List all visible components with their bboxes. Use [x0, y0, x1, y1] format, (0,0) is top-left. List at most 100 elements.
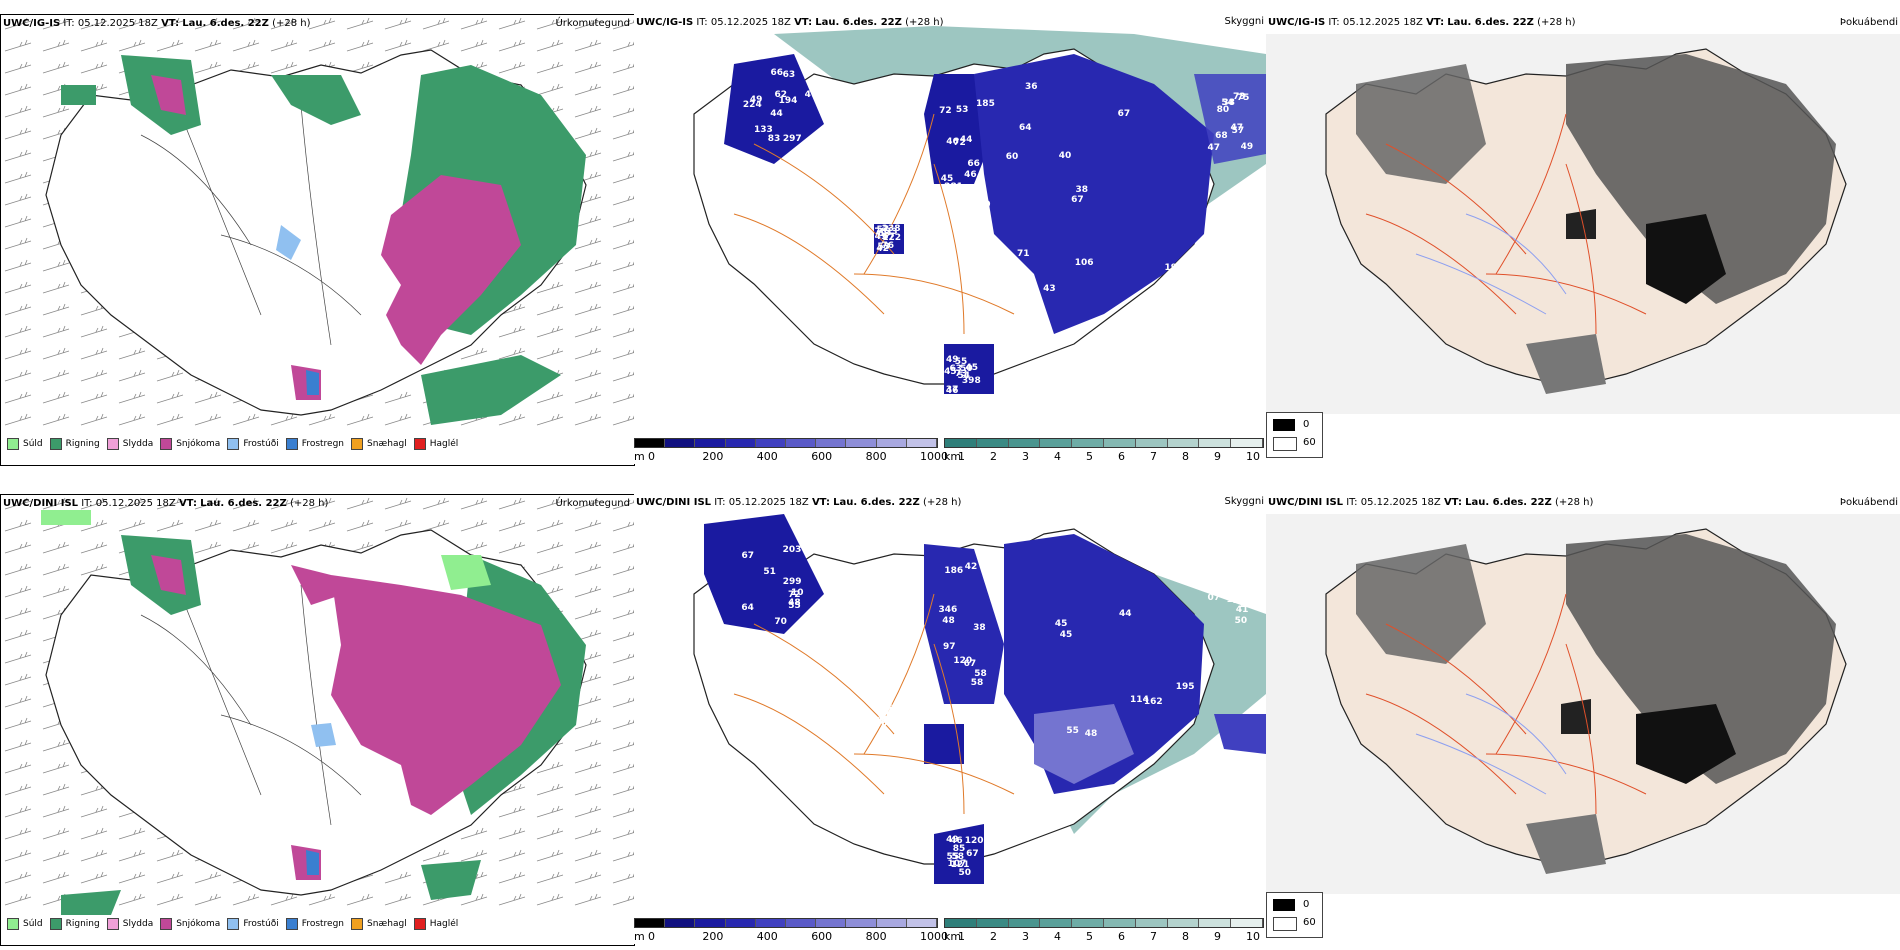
visibility-value-label: 205: [874, 719, 894, 730]
visibility-value-label: 45: [1059, 630, 1073, 641]
vt-label: VT:: [1443, 497, 1462, 508]
legend-item-slydda: Slydda: [106, 918, 154, 930]
legend-item-snjókoma: Snjókoma: [160, 918, 220, 930]
visibility-value-label: 71: [881, 716, 894, 727]
colorbar-tick: 10: [1246, 930, 1260, 943]
model-label: UWC/DINI ISL: [3, 498, 79, 509]
legend-label: Frostregn: [301, 919, 345, 929]
legend-swatch: [351, 918, 364, 930]
colorbar-tick: 10: [1246, 450, 1260, 463]
visibility-m-colorbar-top: [634, 438, 938, 448]
it-label: IT:: [1328, 17, 1340, 28]
legend-swatch: [49, 438, 62, 450]
colorbar-segment: [906, 919, 938, 927]
visibility-value-label: 46: [950, 835, 963, 846]
precip-legend-bottom: Súld Rigning Slydda Snjókoma Frostúði Frostre…: [7, 918, 465, 930]
model-label: UWC/IG-IS: [3, 18, 61, 29]
visibility-value-label: 63: [782, 70, 796, 81]
visibility-value-label: 38: [973, 623, 986, 634]
lead-time: (+28 h): [272, 18, 311, 29]
vt-value: Lau. 6.des. 22Z: [815, 17, 902, 28]
visibility-value-label: 66: [967, 158, 980, 169]
visibility-value-label: 58: [951, 852, 964, 863]
model-label: UWC/DINI ISL: [1268, 497, 1344, 508]
visibility-value-label: 47: [1230, 122, 1244, 133]
colorbar-segment: [945, 919, 977, 927]
visibility-value-label: 10: [791, 587, 804, 598]
visibility-value-label: 50: [1234, 616, 1248, 627]
visibility-value-label: 60: [1005, 152, 1019, 163]
visibility-value-label: 45: [940, 174, 954, 185]
visibility-value-label: 224: [742, 99, 762, 110]
legend-label: Snjókoma: [176, 439, 221, 449]
visibility-value-label: 47: [804, 89, 818, 100]
colorbar-unit: km: [944, 930, 962, 943]
colorbar-segment: [1135, 919, 1168, 927]
visibility-value-label: 49: [945, 354, 959, 365]
visibility-value-label: 55: [954, 357, 968, 368]
fog-scale-bottom-label: 60: [1303, 917, 1316, 928]
colorbar-unit: m: [634, 930, 645, 943]
visibility-value-label: 48: [942, 616, 955, 627]
vt-value: Lau. 6.des. 22Z: [833, 497, 920, 508]
visibility-value-label: 51: [1234, 590, 1247, 601]
visibility-value-label: 54: [957, 371, 970, 382]
legend-label: Slydda: [122, 919, 154, 929]
lead-time: (+28 h): [905, 17, 944, 28]
visibility-value-label: 183: [887, 706, 906, 717]
visibility-value-label: 281: [944, 181, 963, 192]
colorbar-segment: [755, 919, 787, 927]
visibility-value-label: 106: [1074, 258, 1094, 269]
colorbar-tick: 8: [1182, 930, 1189, 943]
model-label: UWC/IG-IS: [636, 17, 694, 28]
visibility-km-colorbar-top: [944, 438, 1264, 448]
it-label: IT:: [714, 497, 726, 508]
colorbar-tick: 600: [811, 930, 833, 943]
visibility-value-label: 208: [1239, 600, 1259, 611]
colorbar-tick: 200: [702, 450, 724, 463]
colorbar-segment: [1167, 439, 1200, 447]
it-label: IT:: [1346, 497, 1358, 508]
visibility-value-label: 72: [939, 105, 952, 116]
visibility-value-label: 45: [965, 363, 979, 374]
visibility-value-label: 64: [741, 603, 754, 614]
visibility-panel-title: Skyggni: [1224, 16, 1264, 27]
visibility-value-label: 33: [885, 226, 898, 237]
vt-value: Lau. 6.des. 22Z: [1447, 17, 1534, 28]
legend-item-frostúði: Frostúði: [227, 918, 279, 930]
model-label: UWC/DINI ISL: [636, 497, 712, 508]
colorbar-tick: 200: [702, 930, 724, 943]
visibility-value-label: 57: [876, 225, 889, 235]
it-value: 05.12.2025 18Z: [1360, 497, 1441, 508]
precip-title-top: UWC/IG-IS IT: 05.12.2025 18Z VT: Lau. 6.…: [3, 18, 311, 30]
colorbar-tick: 3: [1022, 450, 1029, 463]
visibility-value-label: 50: [960, 363, 973, 374]
visibility-value-label: 253: [1231, 564, 1251, 575]
fog-panel-title: Þokuábendi: [1839, 497, 1898, 508]
visibility-value-label: 133: [754, 125, 773, 136]
visibility-value-label: 78: [874, 227, 887, 238]
visibility-value-label: 44: [770, 108, 783, 119]
visibility-value-label: 44: [1119, 609, 1132, 620]
legend-swatch: [7, 438, 19, 450]
visibility-value-label: 120: [953, 656, 973, 667]
vt-label: VT:: [161, 18, 180, 29]
visibility-panel-bottom: UWC/DINI ISL IT: 05.12.2025 18Z VT: Lau.…: [634, 494, 1266, 944]
fog-colorbox-bottom: 0 60: [1266, 892, 1323, 938]
fog-colorbox-top: 0 60: [1266, 412, 1323, 458]
visibility-value-label: 73: [954, 369, 968, 380]
visibility-value-label: 53: [1016, 748, 1029, 759]
visibility-numbers-bottom: 72 38 53 46 60 50 64 42 45 50 72 07 67 58 55 67 71 117 51 9…: [634, 494, 1266, 914]
visibility-value-label: 45: [1054, 619, 1068, 630]
colorbar-segment: [665, 919, 696, 927]
colorbar-tick: 0: [648, 450, 655, 463]
visibility-value-label: 60: [1208, 567, 1222, 578]
precip-map-bottom: [1, 495, 634, 915]
visibility-value-label: 67: [966, 848, 979, 859]
colorbar-segment: [1167, 919, 1200, 927]
legend-label: Rigning: [65, 439, 100, 449]
legend-label: Haglél: [429, 919, 459, 929]
visibility-value-label: 97: [942, 641, 956, 652]
legend-swatch: [106, 438, 119, 450]
it-value: 05.12.2025 18Z: [728, 497, 809, 508]
